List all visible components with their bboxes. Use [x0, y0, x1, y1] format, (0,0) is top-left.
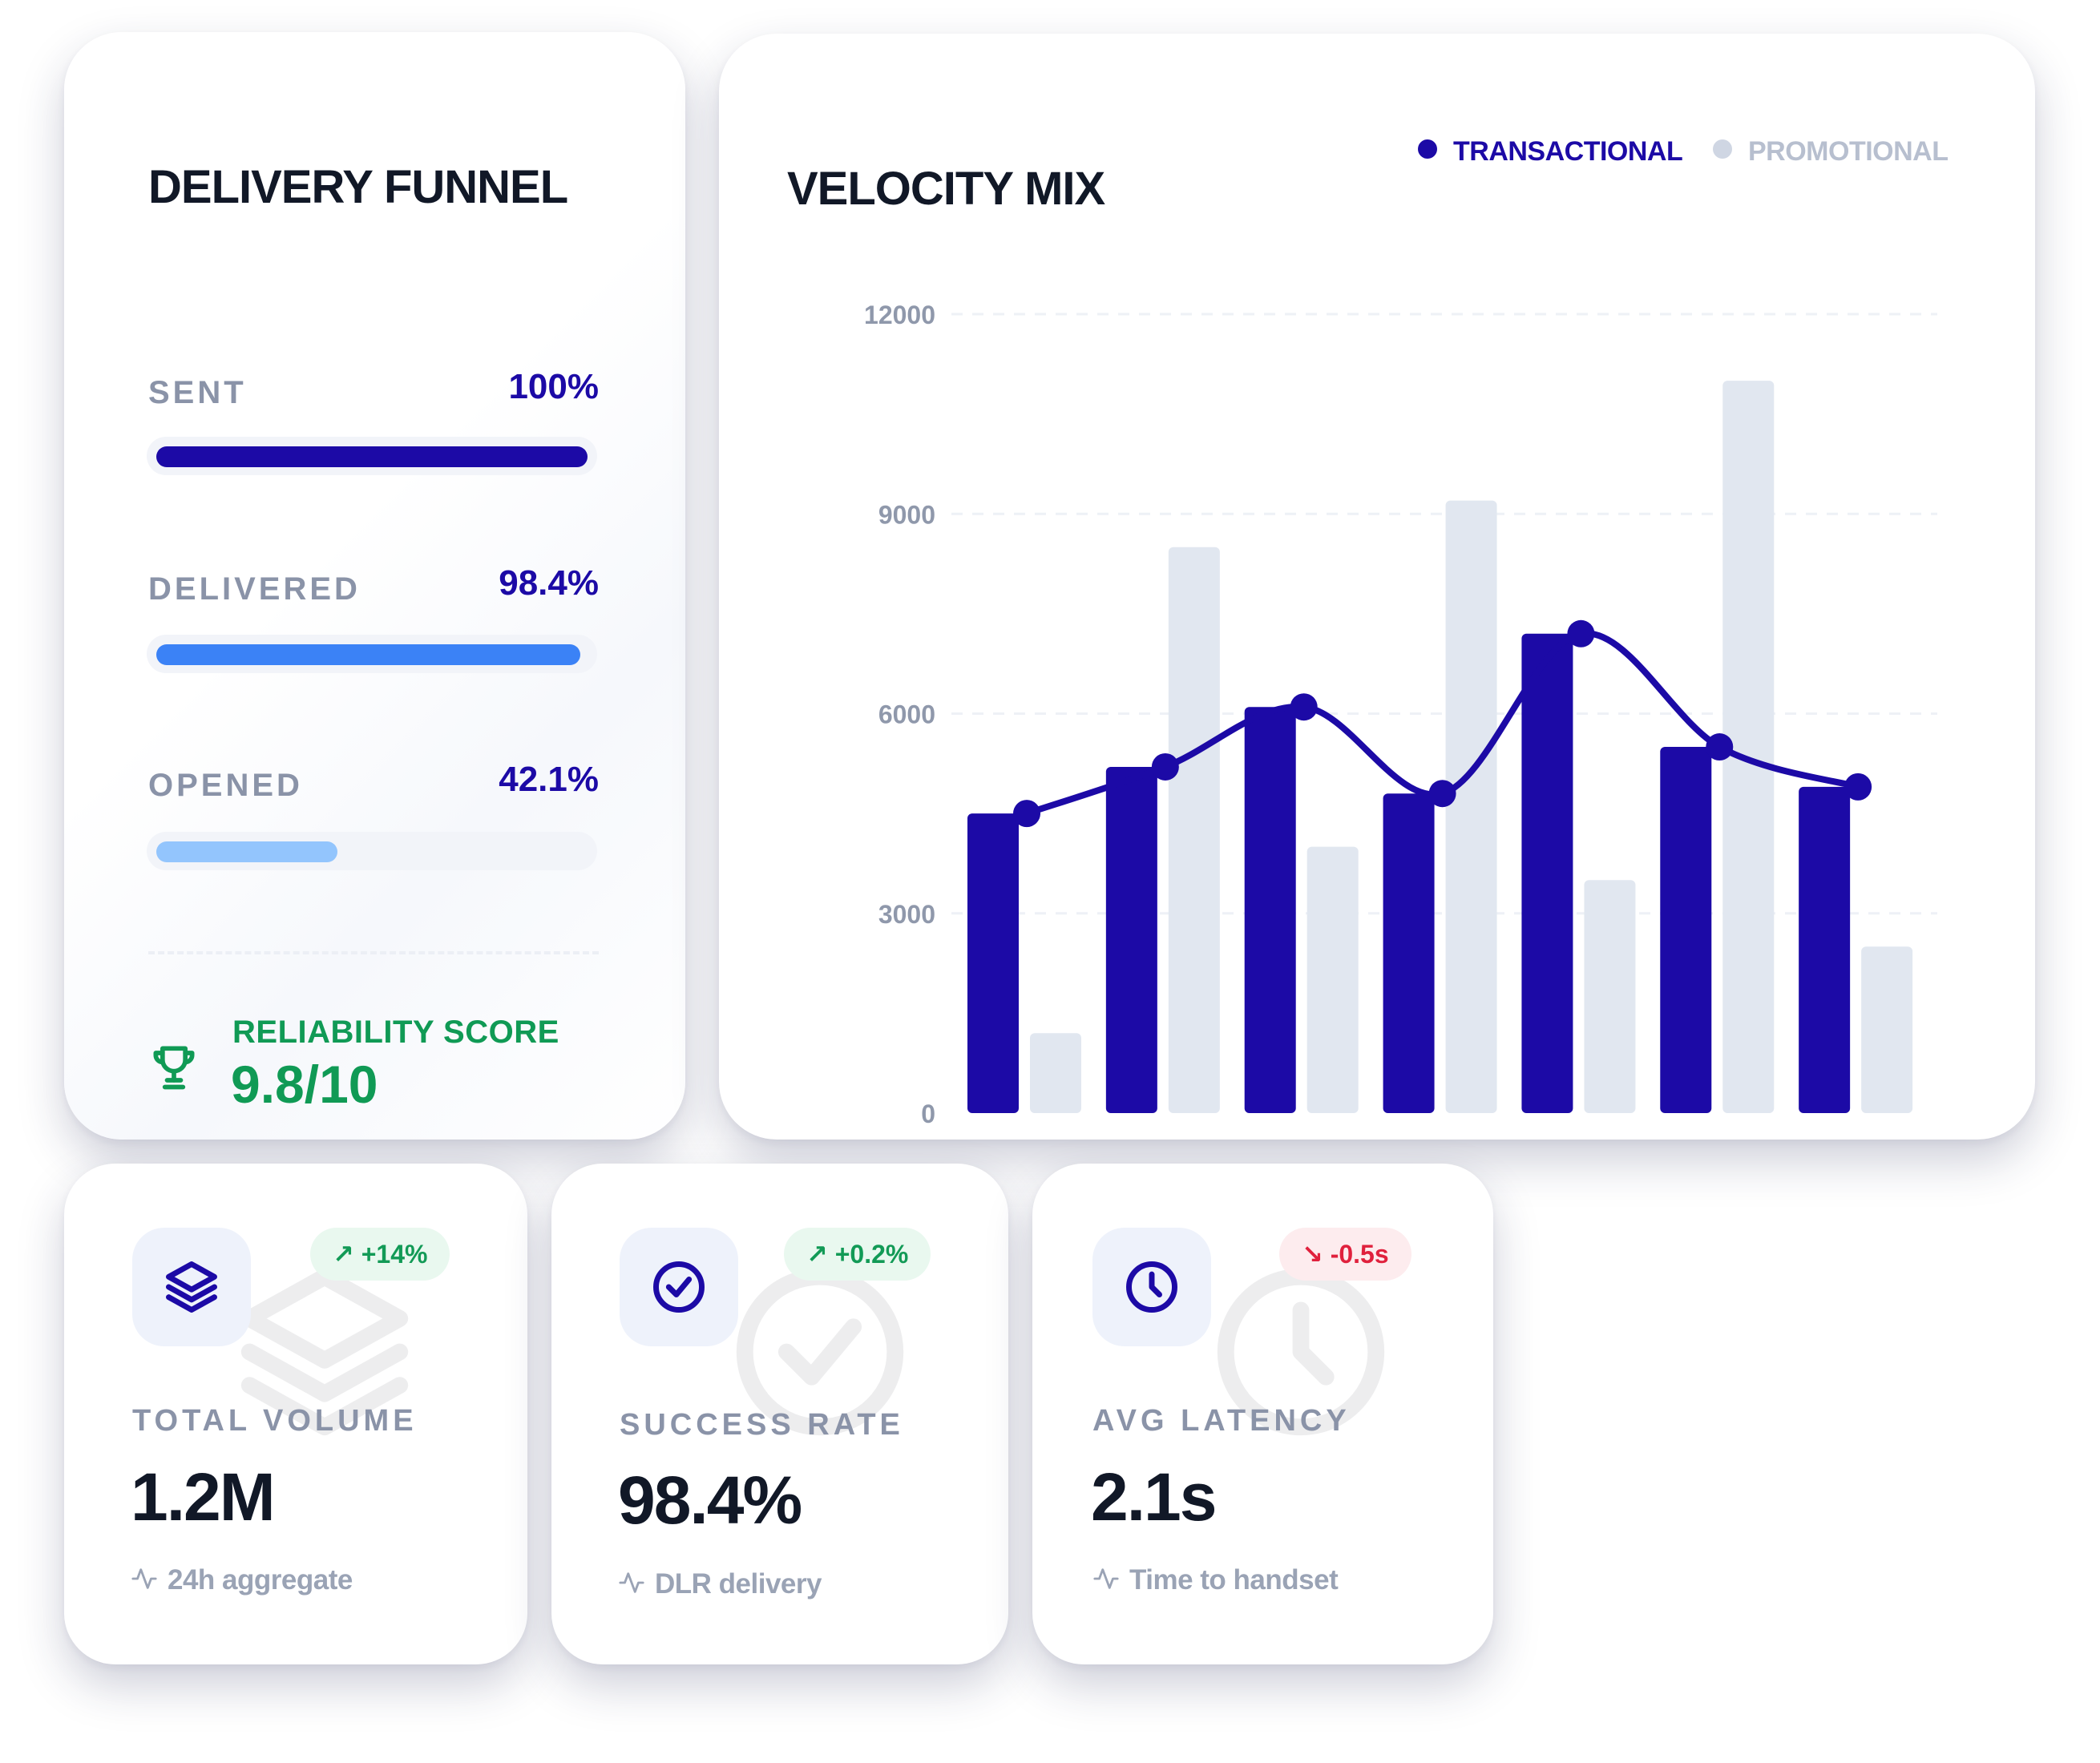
kpi-value: 1.2M — [131, 1459, 276, 1535]
reliability-score-value: 9.8/10 — [231, 1055, 378, 1114]
kpi-subtitle: Time to handset — [1092, 1564, 1339, 1596]
kpi-value: 2.1s — [1091, 1459, 1217, 1535]
kpi-icon-box — [620, 1228, 738, 1346]
legend-transactional[interactable]: TRANSACTIONAL — [1418, 136, 1683, 167]
funnel-delivered-fill — [156, 644, 581, 665]
y-tick-label: 12000 — [864, 301, 935, 329]
point-transactional — [1567, 619, 1595, 648]
bar-transactional — [1383, 793, 1435, 1113]
kpi-subtitle: 24h aggregate — [131, 1564, 353, 1596]
trophy-icon — [153, 1046, 195, 1090]
bar-transactional — [1105, 766, 1157, 1113]
funnel-sent-label: SENT — [148, 375, 247, 410]
y-tick-label: 3000 — [878, 900, 935, 929]
bar-transactional — [967, 813, 1019, 1113]
reliability-score-label: RELIABILITY SCORE — [232, 1015, 559, 1050]
kpi-value: 98.4% — [618, 1462, 802, 1538]
kpi-subtitle-text: 24h aggregate — [168, 1564, 353, 1596]
funnel-delivered-pct: 98.4% — [499, 563, 599, 603]
bar-promotional — [1306, 846, 1359, 1113]
funnel-sent-pct: 100% — [508, 367, 599, 406]
bar-transactional — [1660, 747, 1712, 1113]
activity-icon — [1093, 1568, 1119, 1589]
kpi-label: SUCCESS RATE — [620, 1408, 904, 1442]
delivery-funnel-card: DELIVERY FUNNEL SENT 100% DELIVERED 98.4… — [64, 32, 685, 1140]
kpi-card-avg-latency[interactable]: ↘ -0.5s AVG LATENCY 2.1s Time to handset — [1032, 1164, 1493, 1664]
activity-icon — [619, 1572, 644, 1593]
y-tick-label: 0 — [921, 1099, 935, 1128]
layers-icon — [166, 1261, 217, 1313]
legend-transactional-label: TRANSACTIONAL — [1453, 136, 1683, 167]
kpi-subtitle: DLR delivery — [618, 1568, 822, 1600]
kpi-icon-box — [132, 1228, 251, 1346]
y-tick-label: 6000 — [878, 700, 935, 729]
funnel-sent-fill — [156, 446, 588, 467]
funnel-opened-bar — [147, 832, 597, 870]
layers-watermark-icon — [240, 1268, 409, 1436]
activity-icon — [131, 1568, 157, 1589]
velocity-mix-chart: 0 3000 6000 9000 12000 — [864, 301, 1937, 1128]
bar-transactional — [1244, 707, 1296, 1113]
velocity-mix-card: VELOCITY MIX TRANSACTIONAL PROMOTIONAL 0… — [719, 34, 2035, 1140]
funnel-opened-pct: 42.1% — [499, 760, 599, 799]
point-transactional — [1013, 800, 1040, 828]
bar-promotional — [1722, 381, 1775, 1113]
bar-promotional — [1584, 880, 1636, 1113]
funnel-divider — [148, 951, 599, 954]
bar-promotional — [1445, 500, 1497, 1113]
velocity-mix-title: VELOCITY MIX — [787, 163, 1105, 215]
kpi-label: AVG LATENCY — [1092, 1404, 1351, 1438]
funnel-sent-bar — [147, 437, 597, 475]
kpi-icon-box — [1092, 1228, 1211, 1346]
kpi-subtitle-text: Time to handset — [1129, 1564, 1339, 1596]
bar-promotional — [1030, 1033, 1081, 1113]
check-circle-icon — [653, 1261, 705, 1313]
kpi-trend-badge: ↗ +14% — [310, 1228, 450, 1281]
delivery-funnel-title: DELIVERY FUNNEL — [148, 161, 568, 213]
point-transactional — [1151, 752, 1179, 781]
legend-transactional-dot — [1418, 139, 1437, 159]
bar-promotional — [1861, 946, 1913, 1113]
point-transactional — [1290, 693, 1318, 721]
legend-promotional-label: PROMOTIONAL — [1748, 136, 1949, 167]
kpi-subtitle-text: DLR delivery — [655, 1568, 822, 1600]
funnel-delivered-label: DELIVERED — [148, 571, 361, 607]
bar-promotional — [1168, 547, 1220, 1113]
bar-transactional — [1799, 786, 1851, 1113]
legend-promotional-dot — [1713, 139, 1732, 159]
bar-transactional — [1521, 633, 1573, 1113]
point-transactional — [1844, 773, 1872, 801]
kpi-card-total-volume[interactable]: ↗ +14% TOTAL VOLUME 1.2M 24h aggregate — [64, 1164, 527, 1664]
funnel-opened-label: OPENED — [148, 768, 303, 803]
point-transactional — [1428, 780, 1456, 808]
kpi-trend-badge: ↗ +0.2% — [784, 1228, 931, 1281]
kpi-card-success-rate[interactable]: ↗ +0.2% SUCCESS RATE 98.4% DLR delivery — [551, 1164, 1008, 1664]
funnel-opened-fill — [156, 841, 338, 862]
legend-promotional[interactable]: PROMOTIONAL — [1713, 136, 1949, 167]
funnel-delivered-bar — [147, 635, 597, 673]
kpi-label: TOTAL VOLUME — [132, 1404, 418, 1438]
y-tick-label: 9000 — [878, 500, 935, 529]
point-transactional — [1706, 733, 1734, 761]
clock-icon — [1126, 1261, 1177, 1313]
kpi-trend-badge: ↘ -0.5s — [1279, 1228, 1411, 1281]
